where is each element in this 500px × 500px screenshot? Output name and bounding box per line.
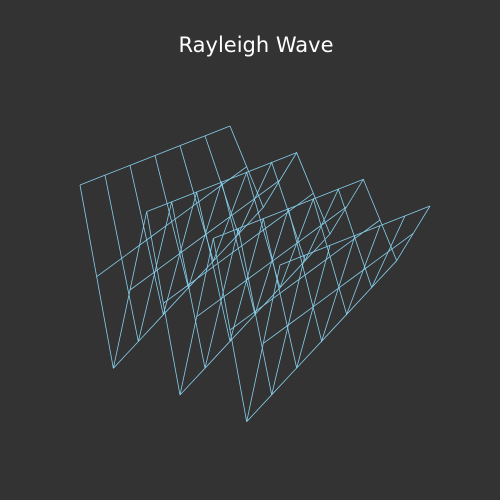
wire-row xyxy=(79,184,281,422)
wire-row xyxy=(229,125,431,262)
wire-column xyxy=(246,260,397,422)
wire-column xyxy=(279,205,431,266)
wire-column xyxy=(213,178,364,239)
wire-row xyxy=(104,175,306,395)
wire-row xyxy=(179,145,381,316)
wire-column xyxy=(163,193,314,304)
wire-column xyxy=(146,152,297,213)
wire-column xyxy=(229,219,381,331)
chart-title: Rayleigh Wave xyxy=(179,33,334,57)
wire-column xyxy=(196,206,347,317)
wire-row xyxy=(204,135,406,289)
wire-column xyxy=(79,125,231,186)
wire-column xyxy=(263,233,414,344)
wire-column xyxy=(96,166,247,277)
wire-column xyxy=(113,207,264,369)
wire-column xyxy=(179,233,331,396)
wire-column xyxy=(129,179,281,291)
